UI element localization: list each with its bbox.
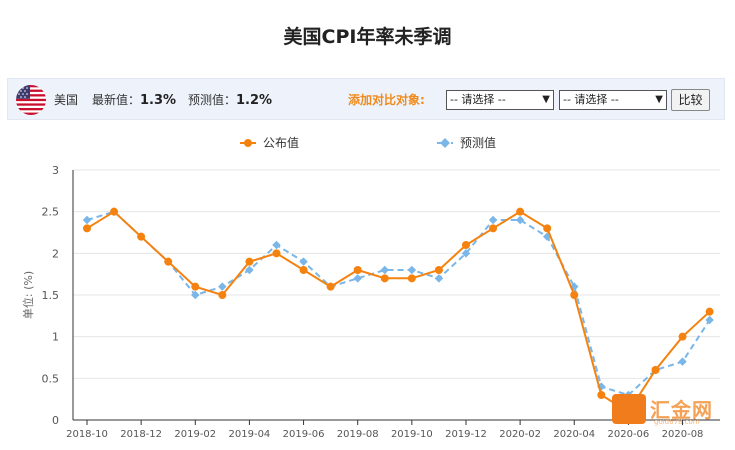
x-tick-label: 2018-12 bbox=[120, 429, 162, 440]
x-tick-label: 2019-12 bbox=[445, 429, 487, 440]
legend-label: 预测值 bbox=[460, 135, 496, 150]
latest-label: 最新值： bbox=[92, 93, 141, 107]
data-point-published bbox=[83, 224, 91, 233]
data-point-published bbox=[299, 266, 308, 274]
y-tick-label: 3 bbox=[52, 164, 59, 177]
x-tick-label: 2020-02 bbox=[499, 429, 541, 440]
data-point-forecast bbox=[299, 257, 308, 266]
data-point-published bbox=[570, 291, 579, 299]
legend-marker bbox=[440, 138, 450, 148]
compare-select-1[interactable]: -- 请选择 -- ▼ bbox=[446, 90, 554, 110]
data-point-published bbox=[137, 232, 146, 241]
y-axis-label: 单位: (%) bbox=[21, 271, 35, 319]
legend-marker bbox=[244, 139, 252, 147]
x-tick-label: 2020-06 bbox=[608, 429, 650, 440]
y-tick-label: 2 bbox=[52, 247, 59, 260]
compare-select-2-value: -- 请选择 -- bbox=[563, 93, 619, 106]
data-point-published bbox=[272, 249, 281, 258]
y-tick-label: 1.5 bbox=[42, 289, 60, 302]
us-flag-icon bbox=[16, 85, 46, 115]
watermark-text: 汇金网 bbox=[650, 398, 713, 422]
y-tick-label: 0.5 bbox=[42, 372, 60, 385]
data-point-forecast bbox=[245, 265, 254, 275]
data-point-published bbox=[705, 307, 714, 316]
x-tick-label: 2020-08 bbox=[662, 429, 704, 440]
data-point-forecast bbox=[434, 274, 444, 283]
data-point-published bbox=[597, 391, 606, 399]
x-tick-label: 2019-02 bbox=[174, 429, 216, 440]
data-point-published bbox=[191, 282, 200, 291]
data-point-forecast bbox=[353, 274, 362, 283]
data-point-forecast bbox=[705, 315, 714, 325]
watermark-logo: 汇金网 gold678.com bbox=[612, 392, 722, 426]
data-point-published bbox=[489, 224, 498, 233]
data-point-forecast bbox=[82, 215, 92, 225]
country-label: 美国 bbox=[54, 93, 79, 107]
chevron-down-icon: ▼ bbox=[542, 94, 550, 105]
data-point-published bbox=[164, 257, 173, 266]
data-point-published bbox=[678, 332, 687, 341]
data-point-published bbox=[407, 274, 416, 283]
data-point-forecast bbox=[191, 290, 200, 300]
y-tick-label: 2.5 bbox=[42, 206, 60, 219]
data-point-published bbox=[516, 207, 525, 216]
watermark-icon bbox=[612, 394, 646, 424]
data-point-published bbox=[326, 282, 335, 291]
data-point-published bbox=[245, 257, 254, 266]
data-point-forecast bbox=[407, 265, 417, 275]
data-point-forecast bbox=[272, 240, 281, 250]
data-point-published bbox=[218, 291, 227, 299]
x-tick-label: 2019-10 bbox=[391, 429, 433, 440]
y-tick-label: 0 bbox=[52, 414, 59, 427]
compare-label: 添加对比对象: bbox=[348, 93, 425, 107]
x-tick-label: 2020-04 bbox=[553, 429, 595, 440]
compare-select-1-value: -- 请选择 -- bbox=[450, 93, 506, 106]
series-line-published bbox=[86, 210, 711, 414]
data-point-published bbox=[543, 224, 552, 233]
data-point-published bbox=[353, 266, 362, 274]
data-point-published bbox=[651, 366, 660, 374]
latest-value: 最新值：1.3% bbox=[92, 91, 176, 108]
data-point-forecast bbox=[461, 249, 471, 258]
legend-label: 公布值 bbox=[263, 135, 299, 150]
info-bar: 美国 最新值：1.3% 预测值：1.2% 添加对比对象: -- 请选择 -- ▼ … bbox=[7, 78, 725, 120]
y-tick-label: 1 bbox=[52, 331, 59, 344]
x-tick-label: 2018-10 bbox=[66, 429, 108, 440]
data-point-forecast bbox=[678, 357, 687, 366]
forecast-label: 预测值： bbox=[188, 93, 237, 107]
x-tick-label: 2019-06 bbox=[283, 429, 325, 440]
data-point-published bbox=[461, 241, 470, 249]
data-point-published bbox=[110, 207, 119, 216]
data-point-forecast bbox=[380, 265, 390, 275]
latest-number: 1.3% bbox=[140, 93, 177, 108]
series-line-forecast bbox=[86, 210, 711, 397]
data-point-published bbox=[380, 274, 389, 283]
forecast-value: 预测值：1.2% bbox=[188, 91, 272, 108]
page-title: 美国CPI年率未季调 bbox=[283, 26, 452, 48]
watermark-url: gold678.com bbox=[654, 418, 700, 426]
chevron-down-icon: ▼ bbox=[655, 94, 663, 105]
forecast-number: 1.2% bbox=[236, 93, 273, 108]
compare-button[interactable]: 比较 bbox=[671, 89, 710, 111]
x-tick-label: 2019-08 bbox=[337, 429, 379, 440]
data-point-forecast bbox=[488, 215, 498, 225]
data-point-published bbox=[434, 266, 443, 274]
compare-select-2[interactable]: -- 请选择 -- ▼ bbox=[559, 90, 667, 110]
x-tick-label: 2019-04 bbox=[229, 429, 271, 440]
data-point-forecast bbox=[218, 282, 227, 291]
